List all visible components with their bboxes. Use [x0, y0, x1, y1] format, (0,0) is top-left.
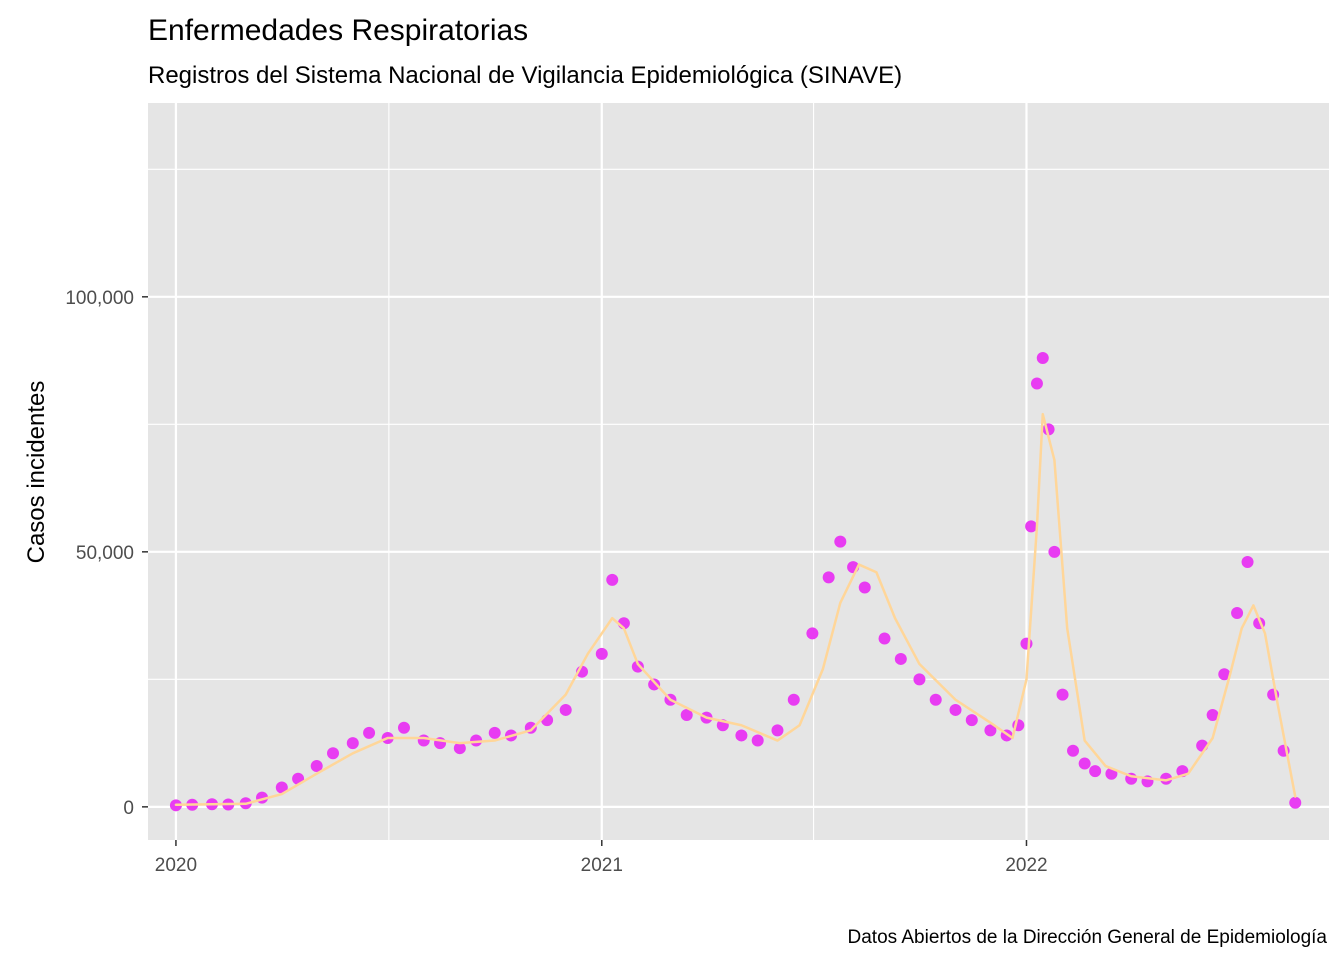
data-point — [1056, 688, 1069, 701]
x-tick-label: 2022 — [1005, 855, 1047, 876]
smooth-layer — [174, 412, 1297, 807]
data-point — [397, 721, 410, 734]
y-tick-label: 0 — [123, 798, 134, 819]
data-point — [1089, 765, 1102, 778]
data-point — [648, 678, 661, 691]
data-point — [453, 742, 466, 755]
data-point — [1048, 545, 1061, 558]
data-point — [929, 693, 942, 706]
axes-layer: 0 50,000 100,000 2020 2021 2022 — [65, 288, 1047, 876]
data-point — [822, 571, 835, 584]
y-axis-title: Casos incidentes — [23, 381, 50, 564]
data-point — [631, 660, 644, 673]
data-point — [470, 734, 483, 747]
data-point — [363, 726, 376, 739]
data-point — [949, 703, 962, 716]
data-point — [858, 581, 871, 594]
data-point — [894, 652, 907, 665]
chart-title: Enfermedades Respiratorias — [148, 14, 528, 47]
data-point — [1218, 668, 1231, 681]
data-point — [1036, 352, 1049, 365]
plot-area — [148, 103, 1329, 840]
data-point — [965, 714, 978, 727]
data-point — [541, 714, 554, 727]
data-point — [834, 535, 847, 548]
data-point — [1030, 377, 1043, 390]
data-point — [806, 627, 819, 640]
data-point — [735, 729, 748, 742]
data-point — [771, 724, 784, 737]
data-point — [751, 734, 764, 747]
x-tick-label: 2020 — [155, 855, 197, 876]
data-point — [680, 709, 693, 722]
data-point — [787, 693, 800, 706]
data-point — [913, 673, 926, 686]
grid-layer — [148, 103, 1329, 840]
data-point — [417, 734, 430, 747]
data-point — [559, 703, 572, 716]
data-point — [1020, 637, 1033, 650]
data-point — [346, 737, 359, 750]
data-point — [1160, 772, 1173, 785]
data-point — [1241, 556, 1254, 569]
chart-caption: Datos Abiertos de la Dirección General d… — [848, 927, 1328, 948]
data-point — [327, 747, 340, 760]
data-point — [488, 726, 501, 739]
y-tick-label: 100,000 — [65, 288, 134, 309]
chart-subtitle: Registros del Sistema Nacional de Vigila… — [148, 62, 902, 89]
data-point — [1289, 796, 1302, 809]
data-point — [1025, 520, 1038, 533]
y-tick-label: 50,000 — [76, 543, 134, 564]
data-point — [878, 632, 891, 645]
data-point — [1206, 709, 1219, 722]
data-point — [1078, 757, 1091, 770]
data-point — [595, 647, 608, 660]
smooth-line — [174, 412, 1297, 807]
data-point — [310, 760, 323, 773]
data-point — [984, 724, 997, 737]
plot-panel — [148, 103, 1329, 840]
data-point — [275, 781, 288, 794]
data-point — [1067, 744, 1080, 757]
x-tick-label: 2021 — [581, 855, 623, 876]
data-point — [1231, 607, 1244, 620]
data-point — [606, 573, 619, 586]
